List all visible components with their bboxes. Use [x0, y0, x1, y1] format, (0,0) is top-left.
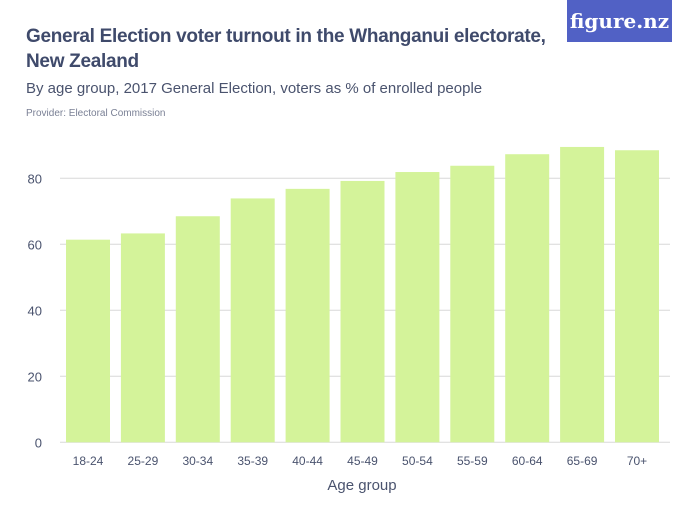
- bar-50-54: [395, 172, 440, 443]
- x-tick-label: 65-69: [567, 454, 598, 468]
- bar-70+: [615, 150, 659, 443]
- bar-65-69: [560, 146, 605, 443]
- x-tick-label: 55-59: [457, 454, 488, 468]
- x-tick-label: 40-44: [292, 454, 323, 468]
- x-tick-label: 35-39: [237, 454, 268, 468]
- bar-25-29: [120, 233, 165, 443]
- y-tick-label: 80: [28, 171, 42, 186]
- chart-title: General Election voter turnout in the Wh…: [26, 26, 546, 72]
- bar-35-39: [230, 198, 275, 443]
- x-axis-label: Age group: [327, 477, 396, 494]
- bar-30-34: [175, 216, 220, 443]
- y-tick-label: 20: [28, 369, 42, 384]
- x-tick-label: 50-54: [402, 454, 433, 468]
- x-tick-label: 18-24: [73, 454, 104, 468]
- bar-60-64: [505, 154, 550, 443]
- y-tick-label: 40: [28, 303, 42, 318]
- bar-18-24: [66, 239, 110, 443]
- x-tick-label: 60-64: [512, 454, 543, 468]
- figure-nz-logo[interactable]: figure.nz: [567, 0, 672, 42]
- provider-text: Provider: Electoral Commission: [26, 108, 166, 119]
- bar-55-59: [450, 165, 495, 443]
- chart-subtitle: By age group, 2017 General Election, vot…: [26, 80, 483, 97]
- x-tick-label: 45-49: [347, 454, 378, 468]
- x-tick-label: 70+: [627, 454, 647, 468]
- y-tick-label: 0: [35, 435, 42, 450]
- x-tick-label: 30-34: [182, 454, 213, 468]
- x-tick-label: 25-29: [128, 454, 159, 468]
- bar-40-44: [285, 188, 330, 443]
- bar-45-49: [340, 180, 385, 443]
- y-tick-label: 60: [28, 237, 42, 252]
